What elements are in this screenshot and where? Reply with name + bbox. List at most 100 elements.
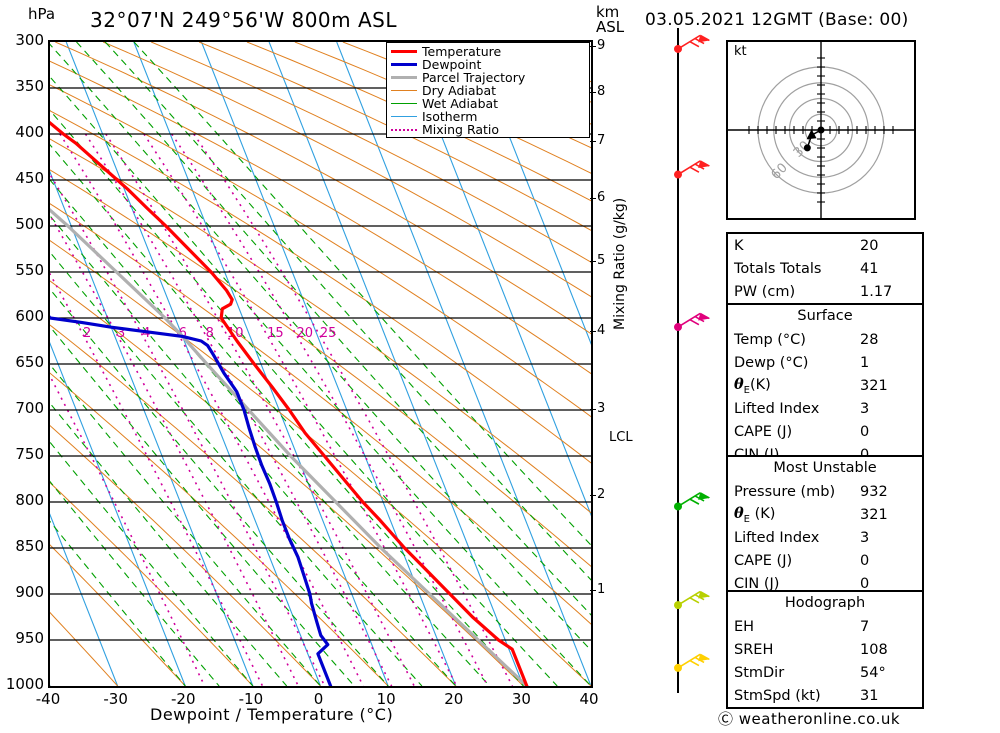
wind-barb-canvas: [674, 28, 711, 693]
height-tick-mark: [590, 46, 596, 48]
table-title: Surface: [797, 308, 853, 324]
height-tick-label: 8: [597, 83, 606, 99]
legend-label: Dry Adiabat: [422, 83, 497, 98]
pressure-tick-label: 850: [15, 537, 44, 555]
table-row: Totals Totals 41: [728, 257, 922, 280]
temperature-tick-label: -30: [103, 690, 128, 708]
skewt-canvas: 12346810152025: [50, 42, 591, 686]
surface-param-value: 3: [860, 400, 870, 417]
index-name: K: [734, 237, 744, 254]
surface-param-value: 28: [860, 331, 879, 348]
legend-swatch-icon: [391, 103, 417, 104]
legend-swatch-icon: [391, 76, 417, 79]
height-tick-mark: [590, 260, 596, 262]
table-row: SREH 108: [728, 638, 922, 661]
chart-legend: Temperature Dewpoint Parcel Trajectory Dry …: [386, 42, 590, 138]
hodo-param-name: SREH: [734, 641, 774, 658]
wind-barb: [677, 653, 711, 669]
table-row: StmDir 54°: [728, 661, 922, 684]
pressure-tick-label: 500: [15, 215, 44, 233]
mu-param-value: 321: [860, 506, 888, 523]
run-timestamp: 03.05.2021 12GMT (Base: 00): [645, 10, 909, 30]
table-row: StmSpd (kt) 31: [728, 684, 922, 707]
surface-param-value: 321: [860, 377, 888, 394]
pressure-tick-label: 300: [15, 31, 44, 49]
temperature-tick-label: -10: [238, 690, 264, 708]
index-value: 1.17: [860, 283, 893, 300]
temperature-tick-label: 10: [376, 690, 396, 708]
mu-param-value: 3: [860, 529, 870, 546]
wind-barb: [677, 590, 711, 606]
height-unit-line1: km: [596, 3, 620, 21]
height-tick-label: 7: [597, 133, 606, 149]
pressure-unit-label: hPa: [28, 5, 56, 23]
height-tick-label: 5: [597, 252, 606, 268]
temperature-tick-label: -20: [171, 690, 196, 708]
pressure-tick-label: 1000: [5, 675, 44, 693]
table-row: CAPE (J) 0: [728, 420, 922, 443]
height-tick-label: 9: [597, 38, 606, 54]
temperature-tick-label: 40: [579, 690, 599, 708]
height-tick-mark: [590, 141, 596, 143]
legend-swatch-icon: [391, 63, 417, 66]
table-row: CIN (J) 0: [728, 572, 922, 595]
legend-item: Wet Adiabat: [391, 96, 589, 111]
legend-label: Parcel Trajectory: [422, 70, 526, 85]
svg-text:2: 2: [83, 326, 91, 341]
height-tick-mark: [590, 590, 596, 592]
height-tick-mark: [590, 330, 596, 332]
index-name: Totals Totals: [734, 260, 822, 277]
mu-param-name: Pressure (mb): [734, 483, 836, 500]
pressure-tick-label: 550: [15, 261, 44, 279]
hodo-param-value: 54°: [860, 664, 886, 681]
table-row: CAPE (J) 0: [728, 549, 922, 572]
mu-param-value: 0: [860, 575, 870, 592]
legend-label: Mixing Ratio: [422, 122, 500, 137]
svg-text:20: 20: [297, 326, 314, 341]
svg-text:8: 8: [206, 326, 214, 341]
lcl-marker: LCL: [609, 430, 633, 445]
hodograph-stats-table: Hodograph EH 7 SREH 108 StmDir 54° StmSpd (kt) 3…: [726, 590, 924, 709]
table-row: θE (K) 321: [728, 503, 922, 526]
surface-param-value: 0: [860, 447, 922, 463]
wind-barb: [677, 160, 711, 176]
temperature-tick-label: -40: [35, 690, 61, 708]
table-row: Pressure (mb) 932: [728, 480, 922, 503]
surface-param-name: Dewp (°C): [734, 354, 809, 371]
legend-swatch-icon: [391, 90, 417, 91]
hodograph-unit-label: kt: [734, 44, 747, 59]
temperature-tick-label: 20: [444, 690, 464, 708]
legend-item: Parcel Trajectory: [391, 70, 589, 85]
mu-param-name: CIN (J): [734, 575, 780, 592]
surface-param-value: 0: [860, 423, 870, 440]
svg-text:25: 25: [320, 326, 337, 341]
x-axis-title: Dewpoint / Temperature (°C): [150, 705, 394, 724]
index-value: 41: [860, 260, 879, 277]
table-row: Dewp (°C) 1: [728, 351, 922, 374]
height-tick-label: 6: [597, 190, 606, 206]
height-tick-mark: [590, 408, 596, 410]
height-unit-line2: ASL: [596, 18, 625, 36]
index-name: PW (cm): [734, 283, 796, 300]
pressure-tick-label: 650: [15, 353, 44, 371]
copyright-notice: Ⓒ weatheronline.co.uk: [718, 710, 901, 728]
index-value: 20: [860, 237, 879, 254]
table-row: K 20: [728, 234, 922, 257]
wind-barb: [677, 34, 711, 50]
legend-swatch-icon: [391, 128, 417, 131]
legend-swatch-icon: [391, 50, 417, 53]
legend-label: Dewpoint: [422, 57, 482, 72]
legend-item: Dry Adiabat: [391, 83, 589, 98]
mu-param-value: 0: [860, 552, 870, 569]
pressure-tick-label: 750: [15, 445, 44, 463]
table-row: Temp (°C) 28: [728, 328, 922, 351]
wind-barb: [677, 312, 711, 328]
temperature-tick-label: 30: [511, 690, 531, 708]
legend-item: Isotherm: [391, 109, 589, 124]
page-title: 32°07'N 249°56'W 800m ASL: [90, 8, 398, 32]
pressure-tick-label: 450: [15, 169, 44, 187]
svg-text:3: 3: [117, 326, 125, 341]
pressure-tick-label: 950: [15, 629, 44, 647]
